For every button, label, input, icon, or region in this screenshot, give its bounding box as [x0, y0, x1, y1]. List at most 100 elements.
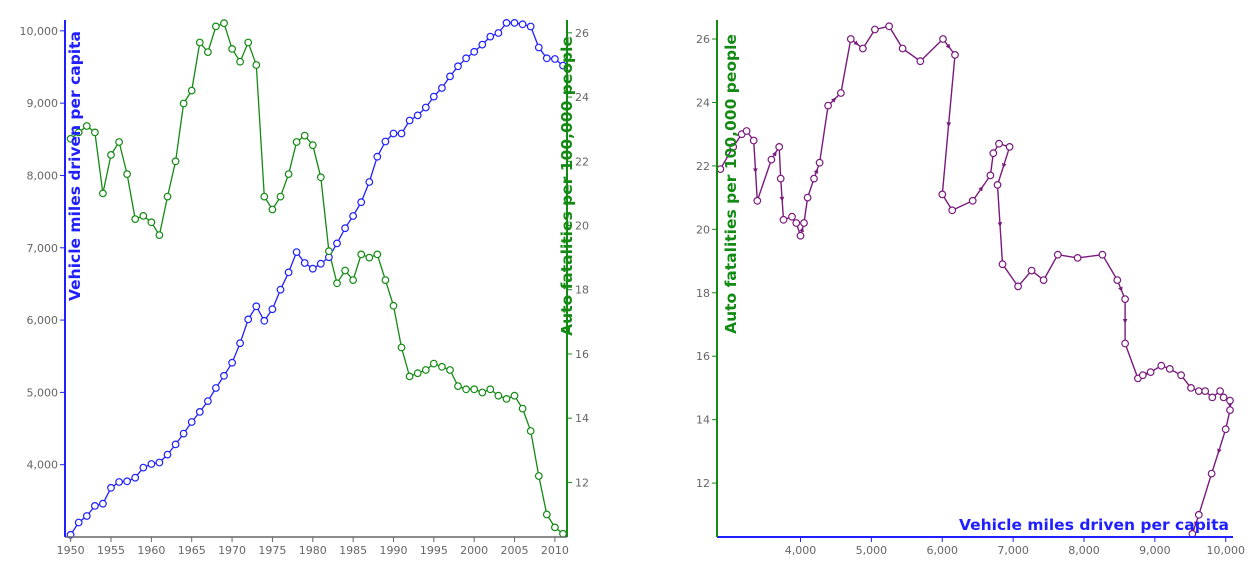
scatter-point-33 [1005, 142, 1014, 151]
data-point-fatalities-1987 [365, 253, 374, 262]
data-point-fatalities-1978 [292, 138, 301, 146]
scatter-point-19 [846, 35, 855, 43]
scatter-x-tick-label-9000: 9,000 [1139, 544, 1171, 557]
data-point-fatalities-1981 [316, 173, 325, 182]
scatter-point-26 [951, 51, 959, 59]
path-segment-arrow-26 [946, 54, 956, 128]
data-point-miles-1956 [115, 478, 123, 486]
data-point-miles-1985 [349, 212, 358, 220]
left-y-tick-label-7000: 7,000 [27, 242, 59, 255]
data-point-fatalities-1969 [220, 19, 228, 28]
scatter-point-24 [916, 57, 925, 66]
x-tick-label-2010: 2010 [541, 544, 569, 557]
data-point-miles-1998 [454, 62, 462, 71]
data-point-fatalities-1990 [389, 301, 398, 310]
data-point-miles-1991 [397, 129, 406, 138]
data-point-fatalities-1964 [179, 99, 188, 108]
data-point-fatalities-1965 [187, 86, 196, 95]
path-segment-13 [803, 197, 809, 224]
data-point-miles-1952 [82, 512, 91, 520]
data-point-miles-1964 [179, 429, 188, 438]
scatter-y-tick-label-12: 12 [696, 477, 710, 490]
right-y-tick-label-26: 26 [575, 27, 589, 40]
data-point-miles-1960 [147, 460, 156, 468]
right-y-tick-label-14: 14 [575, 412, 589, 425]
data-point-fatalities-1999 [462, 385, 471, 394]
data-point-miles-1988 [373, 152, 382, 161]
data-point-fatalities-1991 [397, 343, 406, 352]
path-segment-35 [1001, 263, 1019, 287]
right-y-tick-label-20: 20 [575, 220, 589, 233]
scatter-y-axis-title: Auto fatalities per 100,000 people [722, 34, 740, 334]
data-point-fatalities-1998 [454, 382, 462, 391]
path-segment-18 [840, 38, 852, 94]
scatter-point-18 [837, 89, 845, 97]
scatter-point-50 [1177, 371, 1185, 380]
path-segment-34b [999, 224, 1004, 265]
data-point-miles-2001 [478, 40, 487, 49]
left-y-tick-label-8000: 8,000 [27, 169, 59, 182]
path-segment-22 [888, 25, 904, 49]
data-point-fatalities-1975 [268, 205, 277, 214]
scatter-point-13 [800, 219, 808, 227]
path-segment-38 [1042, 254, 1059, 281]
data-point-fatalities-2009 [542, 510, 551, 519]
scatter-point-29 [968, 196, 977, 205]
data-point-miles-1951 [74, 518, 83, 527]
data-point-miles-1984 [341, 224, 350, 233]
scatter-point-56 [1219, 393, 1228, 402]
scatter-point-30 [986, 171, 995, 180]
data-point-fatalities-1960 [147, 218, 156, 227]
data-point-miles-1974 [260, 316, 269, 325]
right-y-tick-label-16: 16 [575, 348, 589, 361]
x-tick-label-1995: 1995 [420, 544, 448, 557]
scatter-y-tick-label-14: 14 [696, 414, 710, 427]
scatter-x-tick-label-7000: 7,000 [997, 544, 1029, 557]
data-point-fatalities-1967 [203, 48, 212, 56]
right-chart-connected-scatter: 4,000 5,000 6,000 7,000 8,000 9,000 10,000 12 14… [696, 20, 1245, 557]
data-point-fatalities-1950 [66, 134, 75, 143]
scatter-point-16 [815, 158, 824, 167]
data-point-miles-1954 [98, 499, 107, 508]
series-line-miles [70, 22, 564, 536]
data-point-miles-1992 [405, 116, 414, 125]
data-point-miles-1961 [155, 458, 164, 467]
scatter-point-7 [775, 142, 784, 151]
data-point-miles-1958 [131, 473, 140, 482]
scatter-point-47 [1146, 368, 1155, 377]
data-point-fatalities-1953 [90, 128, 99, 137]
scatter-point-10 [788, 212, 796, 221]
x-tick-label-1960: 1960 [137, 544, 165, 557]
data-point-miles-1977 [284, 268, 293, 277]
scatter-point-25 [939, 35, 947, 43]
right-y-tick-label-12: 12 [575, 476, 589, 489]
data-point-fatalities-1970 [228, 45, 237, 53]
data-point-fatalities-1983 [333, 279, 341, 288]
data-point-fatalities-1952 [82, 122, 91, 130]
scatter-point-55 [1216, 387, 1224, 396]
scatter-point-34 [993, 180, 1002, 189]
data-point-miles-2000 [470, 47, 479, 56]
data-point-fatalities-2003 [494, 391, 503, 400]
data-point-miles-1970 [228, 358, 237, 367]
data-point-miles-2007 [526, 22, 535, 31]
path-segment-0 [719, 146, 734, 170]
path-segment-4b [754, 170, 758, 201]
x-tick-label-2005: 2005 [501, 544, 529, 557]
data-point-fatalities-1972 [244, 38, 253, 47]
scatter-x-tick-label-6000: 6,000 [927, 544, 959, 557]
scatter-point-14 [803, 193, 812, 202]
data-point-miles-1986 [357, 198, 366, 207]
path-segment-7 [778, 146, 782, 179]
data-point-miles-1987 [365, 178, 374, 186]
data-point-fatalities-1997 [446, 366, 454, 374]
data-point-fatalities-1961 [155, 231, 164, 240]
data-point-miles-2008 [534, 43, 543, 52]
data-point-fatalities-1989 [381, 276, 390, 285]
data-point-miles-1980 [308, 264, 317, 273]
data-point-fatalities-2006 [518, 404, 527, 413]
data-point-fatalities-2001 [478, 388, 487, 397]
scatter-point-31 [989, 149, 998, 158]
data-point-miles-1995 [429, 92, 438, 101]
